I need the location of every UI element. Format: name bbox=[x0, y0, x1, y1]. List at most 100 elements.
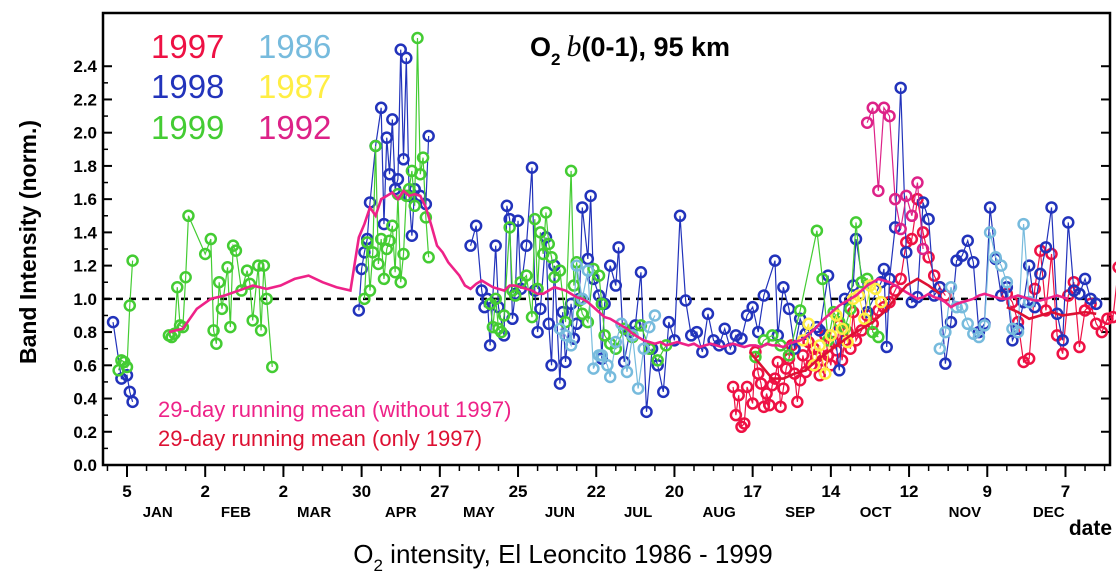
data-point bbox=[994, 289, 1008, 302]
data-point bbox=[612, 241, 625, 254]
data-point bbox=[793, 374, 807, 387]
legend-1992: 1992 bbox=[258, 109, 331, 146]
data-point bbox=[690, 325, 704, 339]
data-point bbox=[749, 350, 762, 364]
month-label: JUN bbox=[545, 504, 575, 521]
data-point bbox=[726, 380, 740, 394]
data-point bbox=[754, 377, 768, 390]
data-point bbox=[570, 259, 583, 272]
month-label: NOV bbox=[949, 504, 982, 521]
data-point bbox=[763, 398, 776, 412]
data-point bbox=[360, 236, 374, 249]
data-point bbox=[922, 212, 935, 226]
data-point bbox=[905, 232, 919, 246]
data-point bbox=[944, 315, 958, 329]
data-point bbox=[497, 309, 511, 322]
y-tick-label: 0.0 bbox=[73, 456, 97, 475]
legend-1999: 1999 bbox=[151, 109, 224, 146]
series-connector bbox=[866, 105, 924, 250]
data-point bbox=[198, 247, 212, 261]
month-label: SEP bbox=[785, 504, 815, 521]
data-point bbox=[377, 217, 391, 231]
data-point bbox=[774, 400, 787, 414]
data-point bbox=[380, 131, 394, 144]
data-point bbox=[171, 280, 184, 294]
data-point bbox=[777, 280, 790, 294]
data-point bbox=[673, 209, 687, 223]
data-point bbox=[989, 251, 1002, 264]
data-point bbox=[1101, 312, 1114, 326]
series-connector bbox=[802, 284, 882, 374]
data-point bbox=[369, 139, 382, 153]
data-point bbox=[483, 339, 497, 352]
data-point bbox=[746, 300, 759, 314]
data-point bbox=[265, 360, 279, 374]
data-point bbox=[967, 256, 980, 269]
data-point bbox=[916, 196, 930, 209]
data-point bbox=[883, 272, 896, 286]
data-point bbox=[1022, 259, 1036, 272]
legend-1987: 1987 bbox=[258, 68, 331, 105]
data-point bbox=[355, 262, 368, 276]
data-point bbox=[366, 246, 380, 259]
data-point bbox=[609, 279, 623, 292]
data-point bbox=[553, 377, 567, 390]
data-point bbox=[900, 246, 913, 259]
data-point bbox=[740, 380, 754, 394]
data-point bbox=[500, 199, 514, 213]
data-point bbox=[595, 297, 609, 311]
data-point bbox=[961, 317, 974, 331]
data-point bbox=[746, 397, 759, 410]
series-connector bbox=[358, 49, 430, 311]
series-connector bbox=[559, 265, 656, 389]
data-point bbox=[469, 219, 483, 232]
data-point bbox=[819, 367, 832, 380]
data-point bbox=[894, 81, 907, 95]
data-point bbox=[1017, 217, 1030, 231]
data-point bbox=[1011, 325, 1025, 339]
y-tick-label: 0.4 bbox=[73, 390, 97, 409]
data-point bbox=[771, 355, 785, 369]
data-point bbox=[405, 229, 419, 242]
legend-1998: 1998 bbox=[151, 68, 224, 105]
data-point bbox=[601, 359, 614, 372]
data-point bbox=[782, 302, 796, 316]
data-point bbox=[534, 226, 547, 239]
data-point bbox=[880, 340, 893, 354]
x-tick-label: 2 bbox=[200, 482, 209, 501]
data-point bbox=[738, 417, 751, 430]
y-tick-label: 0.6 bbox=[73, 356, 97, 375]
x-tick-label: 20 bbox=[665, 482, 684, 501]
data-point bbox=[1056, 347, 1069, 360]
data-point bbox=[383, 234, 396, 247]
month-label: AUG bbox=[702, 504, 735, 521]
data-point bbox=[757, 400, 771, 414]
data-point bbox=[983, 226, 997, 239]
data-point bbox=[386, 113, 399, 126]
data-point bbox=[394, 275, 407, 289]
series-connector bbox=[469, 87, 1097, 412]
y-tick-label: 1.2 bbox=[73, 257, 97, 276]
data-point bbox=[204, 232, 218, 246]
data-point bbox=[835, 322, 849, 336]
month-label: OCT bbox=[860, 504, 892, 521]
data-point bbox=[374, 101, 388, 115]
data-point bbox=[372, 257, 385, 271]
data-point bbox=[221, 261, 234, 274]
data-point bbox=[411, 31, 424, 45]
data-point bbox=[397, 153, 410, 166]
data-point bbox=[374, 232, 388, 246]
y-tick-label: 1.0 bbox=[73, 290, 97, 309]
data-point bbox=[888, 192, 902, 206]
data-point bbox=[598, 329, 611, 342]
data-point bbox=[872, 184, 885, 198]
data-point bbox=[751, 325, 765, 339]
data-point bbox=[564, 164, 578, 178]
data-point bbox=[637, 342, 650, 355]
data-point bbox=[252, 259, 265, 272]
series-connector bbox=[363, 37, 430, 299]
data-point bbox=[849, 216, 863, 229]
data-point bbox=[1073, 340, 1086, 354]
data-point bbox=[900, 189, 913, 203]
data-point bbox=[1089, 317, 1103, 331]
